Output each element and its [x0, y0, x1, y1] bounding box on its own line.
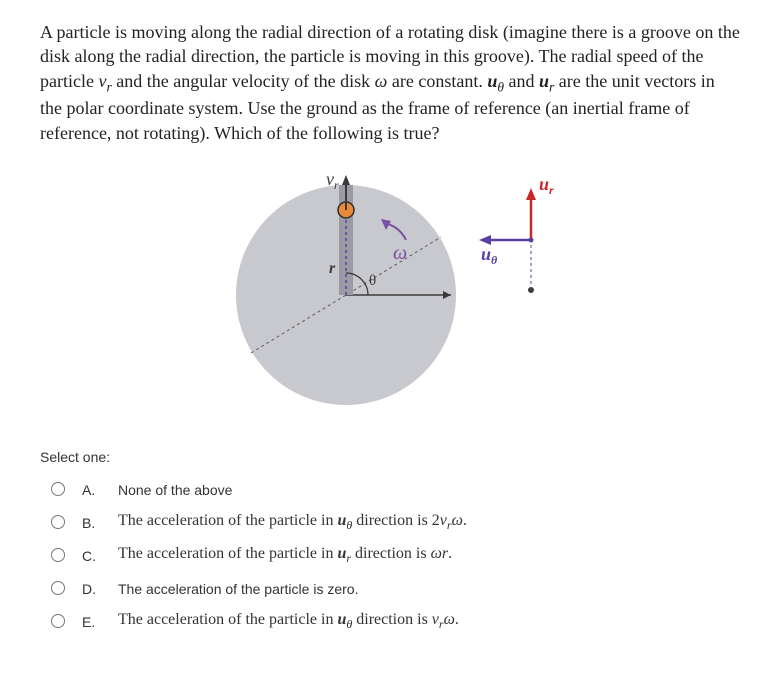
option-radio[interactable]: [51, 482, 65, 496]
option-letter: D.: [76, 572, 112, 605]
option-radio-cell: [40, 473, 76, 506]
option-text: The acceleration of the particle is zero…: [112, 572, 473, 605]
inset-joint: [528, 238, 533, 243]
option-radio-cell: [40, 605, 76, 638]
option-text: The acceleration of the particle in ur d…: [112, 539, 473, 572]
vr-label: vr: [326, 169, 339, 192]
option-letter: B.: [76, 506, 112, 539]
ur-arrowhead: [526, 188, 536, 200]
option-radio[interactable]: [51, 614, 65, 628]
option-row: A.None of the above: [40, 473, 473, 506]
option-radio-cell: [40, 572, 76, 605]
ur-label: ur: [539, 174, 554, 197]
option-text: The acceleration of the particle in uθ d…: [112, 506, 473, 539]
select-one-label: Select one:: [40, 449, 741, 465]
option-letter: E.: [76, 605, 112, 638]
r-label: r: [329, 260, 336, 277]
vr-arrowhead: [342, 175, 350, 185]
option-row: E.The acceleration of the particle in uθ…: [40, 605, 473, 638]
option-radio[interactable]: [51, 548, 65, 562]
option-row: C.The acceleration of the particle in ur…: [40, 539, 473, 572]
option-radio-cell: [40, 506, 76, 539]
option-text: None of the above: [112, 473, 473, 506]
option-row: D.The acceleration of the particle is ze…: [40, 572, 473, 605]
omega-label: ω: [393, 242, 407, 264]
diagram: vr r θ ω ur uθ: [40, 155, 741, 419]
option-text: The acceleration of the particle in uθ d…: [112, 605, 473, 638]
option-row: B.The acceleration of the particle in uθ…: [40, 506, 473, 539]
option-radio[interactable]: [51, 515, 65, 529]
utheta-label: uθ: [481, 244, 498, 267]
question-text: A particle is moving along the radial di…: [40, 20, 741, 145]
theta-label: θ: [369, 273, 376, 289]
option-letter: A.: [76, 473, 112, 506]
option-letter: C.: [76, 539, 112, 572]
option-radio[interactable]: [51, 581, 65, 595]
option-radio-cell: [40, 539, 76, 572]
options-list: A.None of the aboveB.The acceleration of…: [40, 473, 473, 639]
